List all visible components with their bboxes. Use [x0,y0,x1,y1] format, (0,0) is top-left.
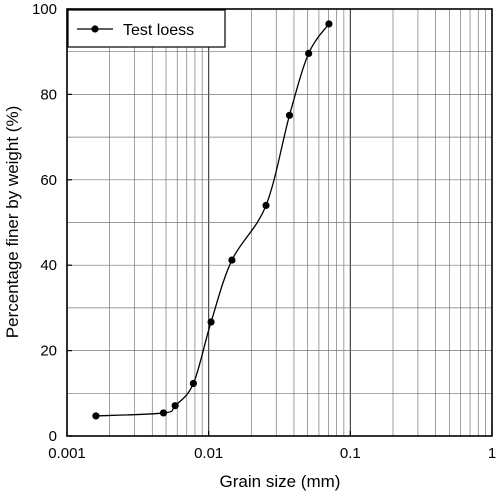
y-axis-title: Percentage finer by weight (%) [3,106,22,338]
y-tick-label: 80 [40,86,57,103]
x-tick-label: 1 [488,445,496,462]
y-tick-label: 0 [49,428,57,445]
x-tick-label: 0.001 [48,445,86,462]
x-tick-label: 0.01 [194,445,223,462]
tick-layer: 0.001 0.01 0.1 1 0 20 40 60 80 100 [32,1,496,462]
legend-marker [91,25,99,33]
data-point [325,20,333,28]
series-layer [92,20,333,420]
legend: Test loess [67,9,226,48]
x-tick-label: 0.1 [340,445,361,462]
data-point [262,201,270,210]
legend-label: Test loess [123,22,194,39]
data-point [92,412,100,420]
y-tick-label: 100 [32,1,57,18]
data-point [189,379,197,388]
plot-frame [66,8,493,437]
data-point [305,49,313,58]
data-point [207,318,215,326]
data-point [159,409,168,417]
y-tick-label: 20 [40,343,57,360]
x-axis-title: Grain size (mm) [220,472,341,491]
y-tick-label: 40 [40,257,57,274]
data-point [228,256,236,264]
series-line-test-loess [95,23,330,417]
y-tick-label: 60 [40,172,57,189]
grid-layer [66,8,492,437]
data-point [285,111,294,119]
data-point [171,402,179,410]
